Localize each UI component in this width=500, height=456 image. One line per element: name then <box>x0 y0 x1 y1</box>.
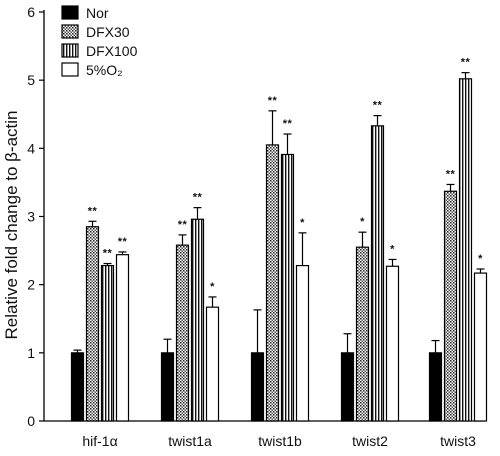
bar-nor-hif-1 <box>70 352 85 422</box>
legend-label-dfx30: DFX30 <box>86 24 130 40</box>
y-tick-label: 0 <box>27 413 35 429</box>
bar-5-o-twist3 <box>473 272 488 422</box>
bar-nor-twist3 <box>428 352 443 422</box>
bars: **************** ********* <box>70 57 488 422</box>
y-tick-label: 5 <box>27 72 35 88</box>
significance-label: ** <box>103 248 113 260</box>
bar-5-o-twist1b <box>295 264 310 422</box>
significance-label: * <box>300 217 305 229</box>
significance-label: ** <box>118 236 128 248</box>
bar-dfx100-hif-1 <box>100 264 115 422</box>
significance-label: ** <box>283 118 293 130</box>
bar-dfx30-twist3 <box>443 190 458 422</box>
legend-swatch-5-o <box>61 62 79 77</box>
significance-label: ** <box>88 205 98 217</box>
bar-dfx30-twist1a <box>175 244 190 422</box>
significance-label: ** <box>461 57 471 69</box>
legend: Nor DFX30 DFX100 5%O₂ <box>61 5 138 78</box>
bar-nor-twist2 <box>340 352 355 422</box>
x-category-label: twist1a <box>168 433 212 449</box>
significance-label: ** <box>178 219 188 231</box>
bar-5-o-twist1a <box>205 306 220 422</box>
bar-dfx100-twist3 <box>458 78 473 422</box>
axes: 0 1 2 3 4 5 6 hif-1α twist1a twist1b twist2 twist3 <box>27 4 485 449</box>
significance-label: * <box>360 216 365 228</box>
legend-label-dfx100: DFX100 <box>86 43 138 59</box>
legend-swatch-nor <box>61 5 79 20</box>
bar-dfx100-twist2 <box>370 125 385 422</box>
y-tick-label: 1 <box>27 345 35 361</box>
y-tick-label: 6 <box>27 4 35 20</box>
x-category-label: twist1b <box>258 433 302 449</box>
y-tick-label: 4 <box>27 140 35 156</box>
x-category-label: twist2 <box>352 433 388 449</box>
bar-5-o-hif-1 <box>115 254 130 422</box>
bar-dfx30-twist1b <box>265 144 280 422</box>
bar-dfx100-twist1a <box>190 218 205 422</box>
y-tick-label: 3 <box>27 209 35 225</box>
bar-nor-twist1b <box>250 352 265 422</box>
bar-nor-twist1a <box>160 352 175 422</box>
significance-label: ** <box>373 100 383 112</box>
x-category-label: twist3 <box>440 433 476 449</box>
significance-label: ** <box>193 192 203 204</box>
legend-swatch-dfx100 <box>61 43 79 58</box>
legend-label-nor: Nor <box>86 5 109 21</box>
y-axis-label: Relative fold change to β-actin <box>2 110 21 339</box>
significance-label: ** <box>268 95 278 107</box>
legend-label-5-o: 5%O₂ <box>86 62 123 78</box>
bar-dfx30-twist2 <box>355 246 370 422</box>
legend-swatch-dfx30 <box>61 24 79 39</box>
significance-label: * <box>478 253 483 265</box>
y-tick-label: 2 <box>27 277 35 293</box>
x-category-label: hif-1α <box>82 433 117 449</box>
bar-dfx30-hif-1 <box>85 226 100 422</box>
significance-label: * <box>210 281 215 293</box>
bar-5-o-twist2 <box>385 265 400 422</box>
significance-label: ** <box>446 168 456 180</box>
bar-dfx100-twist1b <box>280 153 295 422</box>
significance-label: * <box>390 243 395 255</box>
